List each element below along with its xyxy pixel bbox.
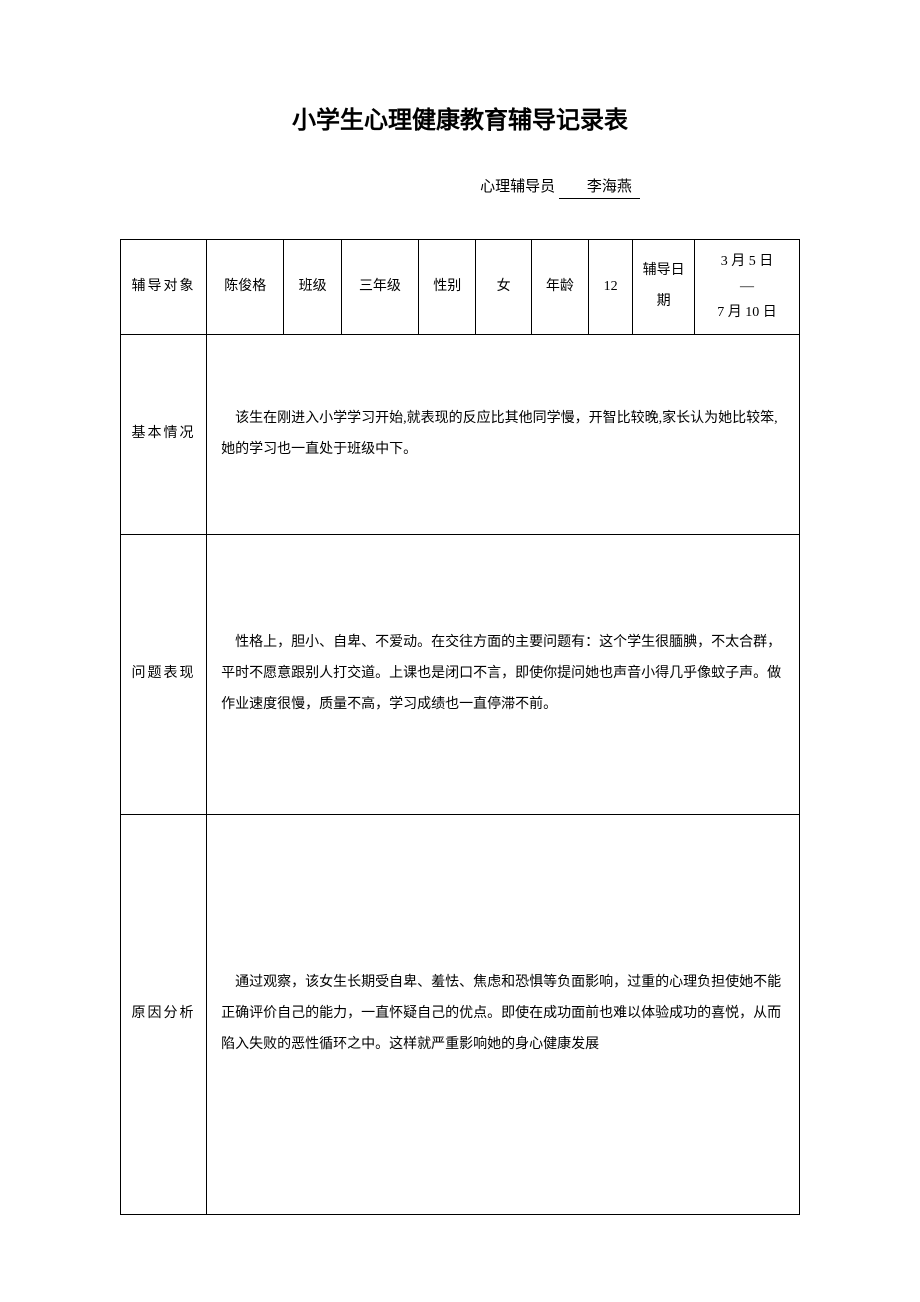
- class-label: 班级: [284, 240, 341, 335]
- counselor-label: 心理辅导员: [480, 179, 555, 195]
- age-label: 年龄: [531, 240, 588, 335]
- basic-row: 基本情况 该生在刚进入小学学习开始,就表现的反应比其他同学慢，开智比较晚,家长认…: [121, 335, 800, 535]
- problem-label: 问题表现: [121, 535, 207, 815]
- record-table: 辅导对象 陈俊格 班级 三年级 性别 女 年龄 12 辅导日期 3 月 5 日 …: [120, 239, 800, 1215]
- date-line1: 3 月 5 日: [697, 249, 797, 274]
- problem-row: 问题表现 性格上，胆小、自卑、不爱动。在交往方面的主要问题有：这个学生很腼腆，不…: [121, 535, 800, 815]
- basic-label: 基本情况: [121, 335, 207, 535]
- date-label: 辅导日期: [633, 240, 695, 335]
- page-title: 小学生心理健康教育辅导记录表: [120, 100, 800, 135]
- subject-label: 辅导对象: [121, 240, 207, 335]
- basic-content: 该生在刚进入小学学习开始,就表现的反应比其他同学慢，开智比较晚,家长认为她比较笨…: [207, 335, 800, 535]
- gender-value: 女: [476, 240, 531, 335]
- cause-row: 原因分析 通过观察，该女生长期受自卑、羞怯、焦虑和恐惧等负面影响，过重的心理负担…: [121, 815, 800, 1215]
- header-row: 辅导对象 陈俊格 班级 三年级 性别 女 年龄 12 辅导日期 3 月 5 日 …: [121, 240, 800, 335]
- cause-label: 原因分析: [121, 815, 207, 1215]
- date-value: 3 月 5 日 — 7 月 10 日: [695, 240, 800, 335]
- problem-content: 性格上，胆小、自卑、不爱动。在交往方面的主要问题有：这个学生很腼腆，不太合群，平…: [207, 535, 800, 815]
- date-line2: 7 月 10 日: [697, 300, 797, 325]
- class-value: 三年级: [341, 240, 418, 335]
- subject-value: 陈俊格: [207, 240, 284, 335]
- gender-label: 性别: [419, 240, 476, 335]
- age-value: 12: [589, 240, 633, 335]
- date-dash: —: [697, 274, 797, 299]
- cause-content: 通过观察，该女生长期受自卑、羞怯、焦虑和恐惧等负面影响，过重的心理负担使她不能正…: [207, 815, 800, 1215]
- counselor-line: 心理辅导员 李海燕: [120, 175, 800, 199]
- counselor-name: 李海燕: [559, 175, 640, 199]
